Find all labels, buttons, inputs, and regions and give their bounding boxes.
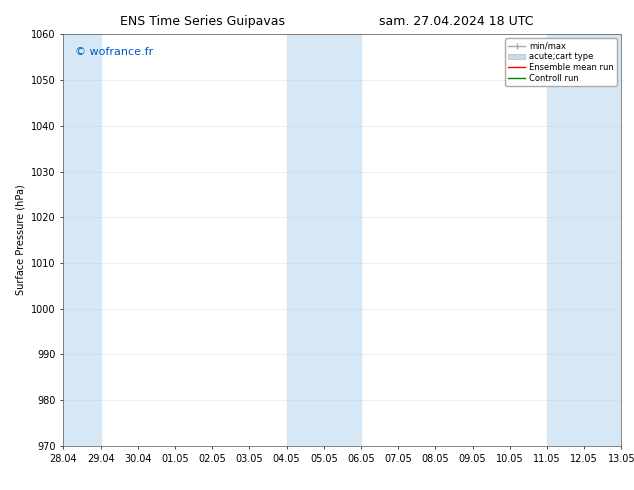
Bar xyxy=(63,34,101,446)
Bar xyxy=(287,34,361,446)
Y-axis label: Surface Pressure (hPa): Surface Pressure (hPa) xyxy=(16,185,25,295)
Bar xyxy=(547,34,621,446)
Text: © wofrance.fr: © wofrance.fr xyxy=(75,47,153,57)
Legend: min/max, acute;cart type, Ensemble mean run, Controll run: min/max, acute;cart type, Ensemble mean … xyxy=(505,39,617,86)
Text: ENS Time Series Guipavas: ENS Time Series Guipavas xyxy=(120,15,285,28)
Text: sam. 27.04.2024 18 UTC: sam. 27.04.2024 18 UTC xyxy=(379,15,534,28)
